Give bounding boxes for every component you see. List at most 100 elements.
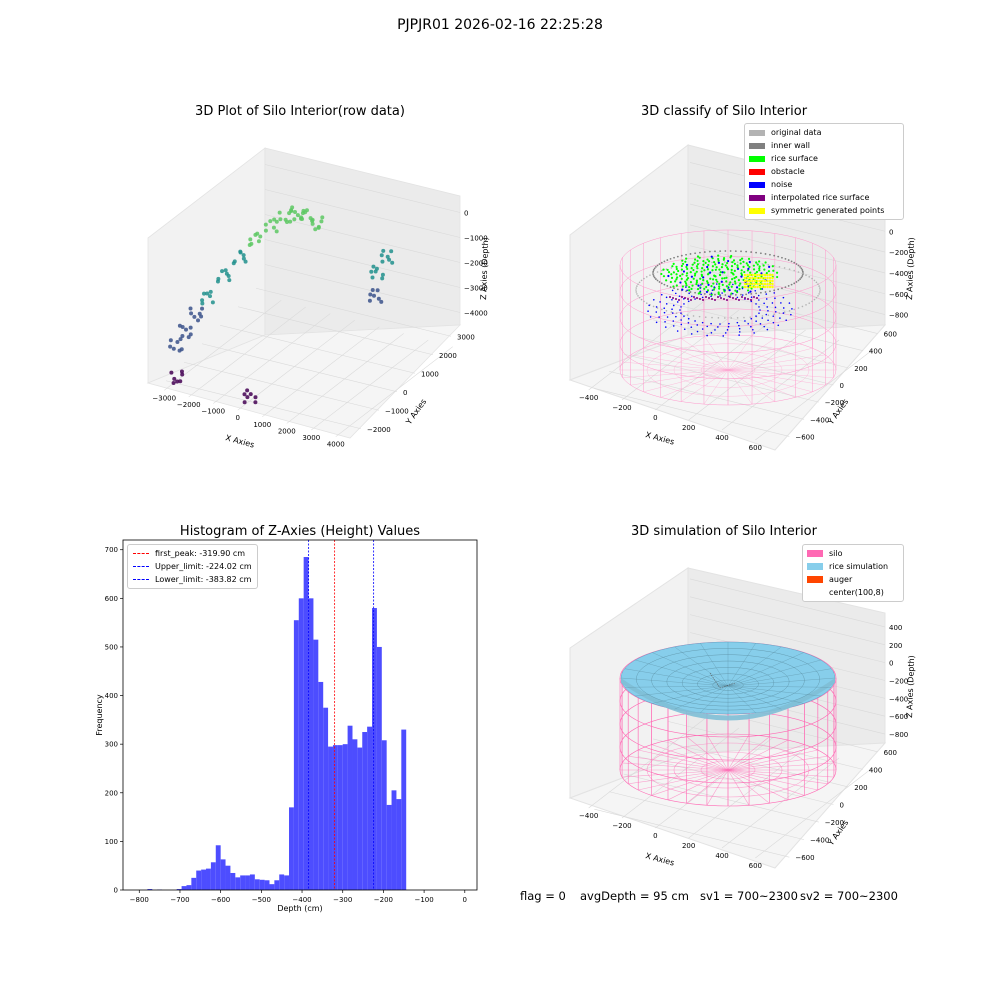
p2-point-noise xyxy=(747,285,750,287)
p2-point-rice xyxy=(719,271,722,274)
histogram-bar xyxy=(391,790,397,890)
p4-ygrid xyxy=(594,808,790,858)
p2-point-rice xyxy=(730,277,734,281)
p2-point-interpolated xyxy=(756,297,758,299)
p2-point-noise xyxy=(686,289,688,292)
p2-point-rice xyxy=(691,263,694,266)
p2-point-symmetric xyxy=(758,285,762,289)
histogram-bar xyxy=(386,804,392,890)
p2-point-inner-wall xyxy=(740,293,742,296)
p1-point xyxy=(380,272,385,277)
p2-point-original xyxy=(661,269,663,272)
histogram-bar xyxy=(396,799,402,890)
p2-point-noise xyxy=(753,332,755,334)
p2-point-rice xyxy=(693,261,696,264)
p2-point-symmetric xyxy=(746,273,749,277)
p2-point-interpolated xyxy=(747,298,749,300)
p2-point-symmetric xyxy=(763,279,767,283)
p2-point-rice xyxy=(731,261,734,264)
histogram-bar xyxy=(210,862,216,890)
p2-point-original xyxy=(783,311,786,313)
p2-point-interpolated xyxy=(744,297,746,299)
p2-point-rice xyxy=(722,256,726,260)
p2-point-rice xyxy=(711,265,714,268)
p2-point-symmetric xyxy=(758,282,762,286)
p2-point-rice xyxy=(730,292,733,295)
p1-zgrid xyxy=(264,214,461,263)
p4-ygrid xyxy=(623,773,819,823)
p2-point-original xyxy=(761,315,764,317)
p2-point-rice xyxy=(755,270,759,274)
p2-point-rice xyxy=(694,258,697,261)
p1-point xyxy=(299,215,304,220)
p2-point-noise xyxy=(755,315,757,317)
p2-point-symmetric xyxy=(761,273,764,277)
p2-point-noise xyxy=(663,307,666,310)
p2-point-noise xyxy=(750,296,753,298)
p2-ytick: 200 xyxy=(854,365,867,373)
p2-point-noise xyxy=(732,283,734,286)
p1-ztick: −3000 xyxy=(464,285,488,293)
p2-point-rice xyxy=(712,288,716,291)
p2-point-inner-wall xyxy=(658,263,661,265)
p2-point-inner-wall xyxy=(795,281,798,283)
p2-point-rice xyxy=(718,287,721,290)
p2-point-rice xyxy=(675,265,678,268)
p1-ytick: −2000 xyxy=(367,426,391,434)
auger-marker xyxy=(709,672,736,689)
histogram-bar xyxy=(249,874,255,890)
p2-point-original xyxy=(767,314,770,316)
rice-mesh-spoke xyxy=(700,643,729,687)
p2-point-rice xyxy=(713,261,716,264)
p2-silo-floor-ring xyxy=(646,343,810,397)
p2-point-noise xyxy=(736,296,739,299)
p2-point-rice xyxy=(670,276,674,279)
p4-xtick: 400 xyxy=(715,852,728,860)
p2-point-inner-wall xyxy=(797,279,800,282)
p1-point xyxy=(188,306,193,311)
p2-point-rice xyxy=(706,265,709,269)
p2-point-rice xyxy=(758,260,761,263)
p2-point-rice xyxy=(711,278,715,281)
p2-point-rice xyxy=(743,270,746,274)
p1-point xyxy=(278,217,283,222)
p2-point-symmetric xyxy=(748,282,752,286)
p2-point-noise xyxy=(741,287,744,290)
p2-point-noise xyxy=(671,308,673,311)
p2-point-rice xyxy=(717,257,720,261)
p2-point-inner-wall xyxy=(666,285,669,287)
histogram-bar xyxy=(191,877,197,890)
p1-point xyxy=(253,400,258,405)
p2-point-inner-wall xyxy=(801,275,804,277)
p2-point-rice xyxy=(681,259,684,262)
histogram-bar xyxy=(254,879,260,890)
p2-point-inner-wall xyxy=(740,250,742,253)
p1-point xyxy=(241,256,246,261)
p2-point-rice xyxy=(697,292,700,295)
p2-point-rice xyxy=(695,279,698,282)
classify-3d-plot[interactable]: −400 −200 0 200 400 600 −600 −400 −200 0 200 400 60… xyxy=(560,125,930,470)
p1-xgrid xyxy=(237,319,355,411)
p2-point-rice xyxy=(730,268,733,272)
p2-point-noise xyxy=(680,323,683,326)
p1-point xyxy=(184,327,189,332)
p2-point-noise xyxy=(715,283,718,285)
p2-point-noise xyxy=(767,319,769,322)
p2-point-symmetric xyxy=(768,282,772,286)
p2-point-inner-wall xyxy=(673,287,675,290)
p2-point-rice xyxy=(732,259,736,262)
p1-point xyxy=(310,221,315,226)
p2-point-original xyxy=(649,274,651,276)
classify-legend-item: inner wall xyxy=(749,139,899,152)
p1-ytick: −1000 xyxy=(385,407,409,415)
histogram-bar xyxy=(367,726,373,890)
p2-point-rice xyxy=(764,261,767,264)
p2-point-inner-wall xyxy=(694,252,697,255)
p1-point xyxy=(223,268,228,273)
p2-point-rice xyxy=(725,261,729,265)
p2-point-rice xyxy=(696,259,699,262)
p1-zlabel: Z Axies (Depth) xyxy=(479,237,490,300)
simulation-3d-plot[interactable]: −400 −200 0 200 400 600 −600 −400 −200 0 200 400 60… xyxy=(560,548,930,888)
depth-histogram[interactable]: −800 −700 −600 −500 −400 −300 −200 −100 0 0 100 20… xyxy=(80,535,490,920)
